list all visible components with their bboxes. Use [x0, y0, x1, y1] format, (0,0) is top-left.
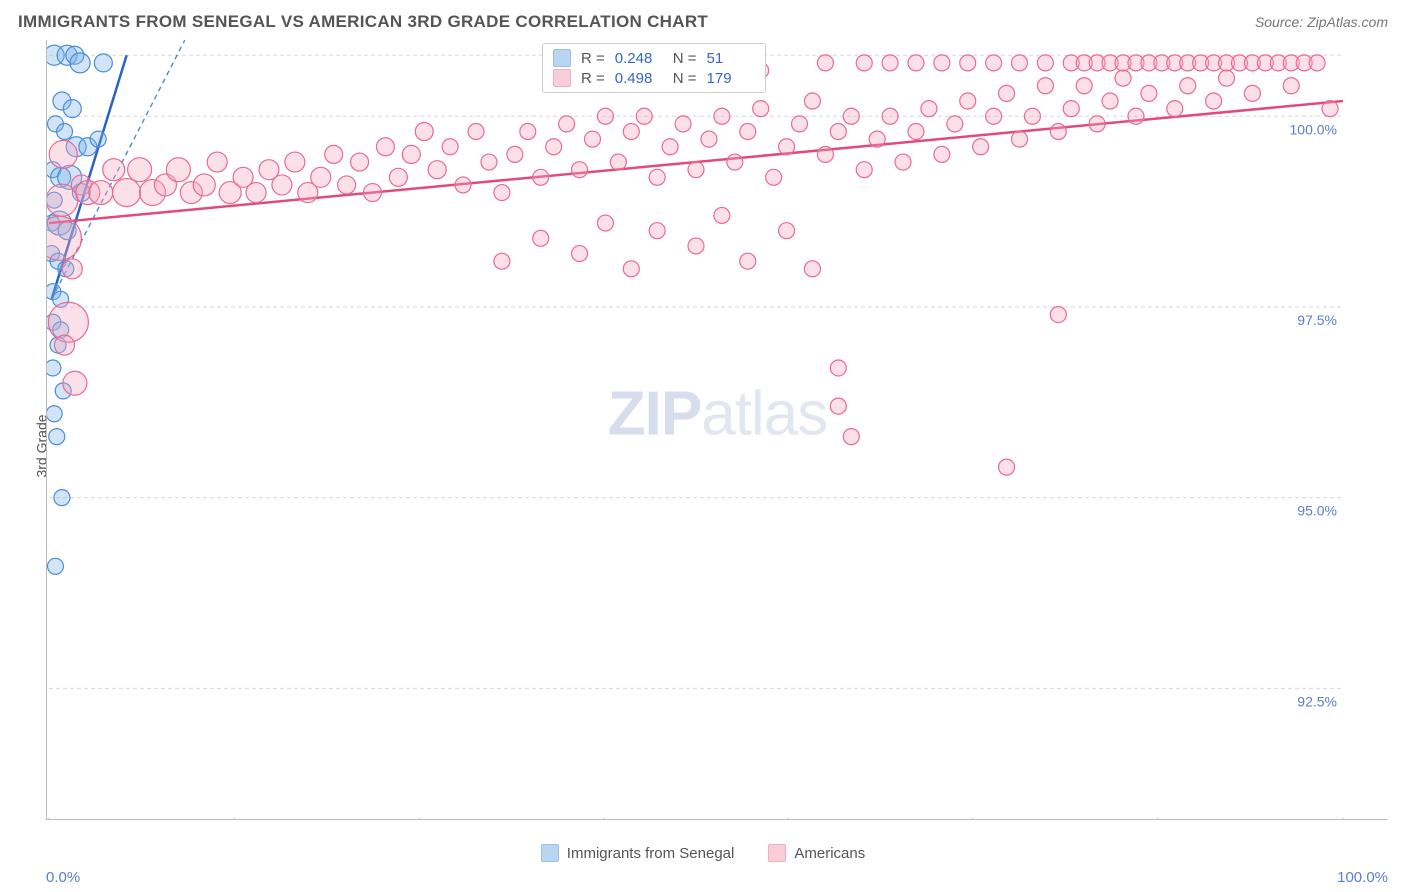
bottom-legend: Immigrants from Senegal Americans	[0, 844, 1406, 862]
legend-item-senegal: Immigrants from Senegal	[541, 844, 735, 862]
stats-legend-box: R = 0.248 N = 51 R = 0.498 N = 179	[542, 43, 766, 93]
svg-text:95.0%: 95.0%	[1297, 503, 1337, 519]
svg-text:100.0%: 100.0%	[1290, 121, 1337, 137]
swatch-american	[553, 69, 571, 87]
chart-svg: 100.0% 97.5% 95.0% 92.5%	[47, 40, 1389, 820]
legend-item-american: Americans	[768, 844, 865, 862]
legend-swatch-senegal	[541, 844, 559, 862]
stats-row-senegal: R = 0.248 N = 51	[553, 48, 755, 68]
plot-area: 100.0%97.5%95.0%92.5% ZIPatlas R = 0.248…	[46, 40, 1388, 820]
svg-text:92.5%: 92.5%	[1297, 693, 1337, 709]
legend-swatch-american	[768, 844, 786, 862]
stats-row-american: R = 0.498 N = 179	[553, 68, 755, 88]
svg-text:97.5%: 97.5%	[1297, 312, 1337, 328]
chart-title: IMMIGRANTS FROM SENEGAL VS AMERICAN 3RD …	[18, 12, 708, 32]
swatch-senegal	[553, 49, 571, 67]
x-axis-end-labels: 0.0% 100.0%	[46, 869, 1388, 886]
source-attribution: Source: ZipAtlas.com	[1255, 14, 1388, 30]
